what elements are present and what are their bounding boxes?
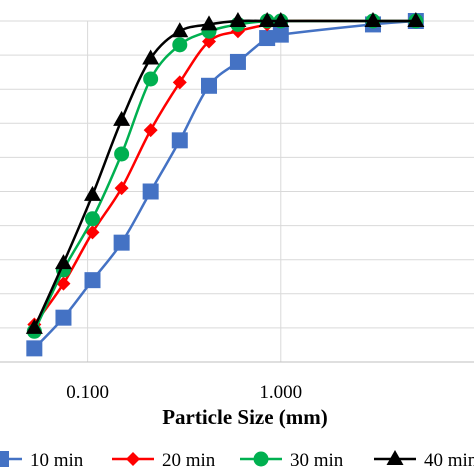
series-10-min: [26, 13, 424, 357]
series-40-min: [25, 12, 425, 334]
data-point: [85, 225, 100, 240]
data-point: [407, 12, 425, 27]
data-point: [364, 12, 382, 27]
legend-item: 30 min: [240, 450, 344, 471]
data-point: [171, 132, 188, 149]
data-point: [142, 183, 159, 200]
data-point: [259, 30, 276, 47]
data-point: [113, 234, 130, 251]
data-point: [113, 110, 131, 126]
data-point: [202, 34, 217, 49]
legend-item: 20 min: [112, 450, 216, 471]
x-tick-labels: 0.100 1.000: [66, 382, 302, 403]
legend-marker: [126, 452, 140, 466]
series-line: [33, 19, 416, 329]
data-point: [143, 71, 159, 87]
data-point: [54, 254, 72, 270]
data-point: [200, 15, 218, 31]
data-point: [56, 276, 71, 291]
data-point: [143, 123, 158, 138]
data-point: [25, 318, 43, 334]
data-point: [171, 22, 189, 38]
data-point: [142, 49, 160, 65]
data-point: [229, 12, 247, 27]
data-point: [201, 77, 218, 94]
data-point: [114, 181, 129, 196]
data-point: [272, 12, 290, 27]
legend-label: 40 min: [424, 450, 474, 471]
legend-label: 20 min: [162, 450, 216, 471]
x-axis-title: Particle Size (mm): [162, 405, 328, 429]
legend-label: 30 min: [290, 450, 344, 471]
series-layer: [25, 12, 425, 357]
data-point: [26, 340, 43, 357]
data-point: [84, 272, 101, 289]
legend-item: 10 min: [0, 450, 84, 471]
x-tick-label: 0.100: [66, 382, 109, 403]
series-line: [33, 19, 416, 350]
legend-item: 40 min: [374, 450, 474, 471]
data-point: [84, 211, 100, 227]
data-point: [172, 37, 188, 53]
data-point: [258, 12, 276, 27]
legend-marker: [253, 451, 269, 467]
legend-label: 10 min: [30, 450, 84, 471]
legend: 10 min 20 min 30 min 40 min: [0, 450, 474, 471]
data-point: [55, 309, 72, 326]
legend-marker: [0, 451, 9, 467]
data-point: [83, 185, 101, 201]
data-point: [272, 26, 289, 43]
data-point: [172, 75, 187, 90]
legend-marker: [386, 450, 404, 465]
data-point: [229, 53, 246, 70]
data-point: [114, 146, 130, 162]
x-tick-label: 1.000: [259, 382, 302, 403]
